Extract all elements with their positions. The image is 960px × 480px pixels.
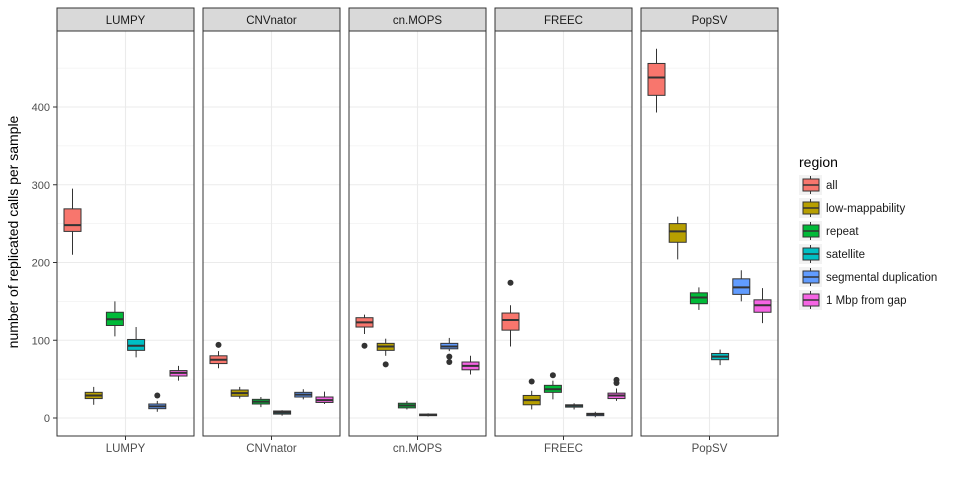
y-tick-label: 200 bbox=[32, 258, 50, 270]
box-low-mappability bbox=[668, 216, 687, 260]
legend-item-repeat: repeat bbox=[799, 221, 859, 241]
y-tick-label: 400 bbox=[32, 102, 50, 114]
box-satellite bbox=[419, 413, 438, 417]
box-satellite bbox=[711, 349, 730, 366]
facet-panel-cnvnator: CNVnator CNVnator bbox=[202, 7, 341, 455]
facet-strip-label: PopSV bbox=[692, 15, 728, 27]
y-axis: 0 100 200 300 400 bbox=[32, 102, 57, 425]
legend-label: low-mappability bbox=[826, 203, 906, 215]
panel-grid bbox=[349, 31, 486, 436]
box-repeat bbox=[543, 372, 562, 400]
legend-label: segmental duplication bbox=[826, 272, 937, 284]
outlier-point bbox=[154, 392, 161, 399]
facet-strip-label: CNVnator bbox=[246, 15, 297, 27]
y-tick-label: 0 bbox=[44, 413, 50, 425]
legend-item-1-mbp-from-gap: 1 Mbp from gap bbox=[799, 290, 907, 310]
legend: region all low-mappability repeat satellite… bbox=[799, 154, 937, 310]
facet-panel-cnmops: cn.MOPS cn.MOPS bbox=[348, 7, 487, 455]
y-tick-label: 300 bbox=[32, 180, 50, 192]
legend-item-low-mappability: low-mappability bbox=[799, 198, 906, 218]
box-satellite bbox=[565, 403, 584, 410]
box-1-mbp-from-gap bbox=[607, 376, 626, 401]
y-axis-label: number of replicated calls per sample bbox=[5, 115, 21, 348]
x-tick-label: cn.MOPS bbox=[393, 443, 443, 455]
outlier-point bbox=[382, 361, 389, 368]
box-repeat bbox=[105, 301, 124, 337]
x-tick-label: LUMPY bbox=[106, 443, 146, 455]
box-repeat bbox=[251, 397, 270, 408]
outlier-point bbox=[446, 353, 453, 360]
box-body bbox=[63, 208, 82, 232]
facet-strip-label: LUMPY bbox=[106, 15, 146, 27]
box-segmental-duplication bbox=[440, 337, 459, 366]
facet-panels: LUMPYLUMPYCNVnatorCNVnatorcn.MOPScn.MOPS… bbox=[56, 7, 779, 455]
box-segmental-duplication bbox=[732, 270, 751, 302]
legend-label: all bbox=[826, 180, 838, 192]
facet-panel-freec: FREEC FREEC bbox=[494, 7, 633, 455]
panel-grid bbox=[495, 31, 632, 436]
box-all bbox=[209, 341, 228, 369]
x-tick-label: PopSV bbox=[692, 443, 728, 455]
box-1-mbp-from-gap bbox=[315, 391, 334, 405]
box-satellite bbox=[127, 327, 146, 358]
outlier-point bbox=[549, 372, 556, 379]
box-1-mbp-from-gap bbox=[753, 288, 772, 324]
facet-panel-lumpy: LUMPY LUMPY bbox=[56, 7, 195, 455]
box-segmental-duplication bbox=[586, 411, 605, 418]
y-tick-label: 100 bbox=[32, 335, 50, 347]
panel-grid bbox=[641, 31, 778, 436]
panel-grid bbox=[203, 31, 340, 436]
outlier-point bbox=[613, 376, 620, 383]
box-satellite bbox=[273, 410, 292, 416]
outlier-point bbox=[215, 341, 222, 348]
box-all bbox=[501, 279, 520, 347]
legend-label: repeat bbox=[826, 226, 859, 238]
outlier-point bbox=[507, 279, 514, 286]
facet-strip-label: FREEC bbox=[544, 15, 583, 27]
box-low-mappability bbox=[376, 338, 395, 368]
legend-label: 1 Mbp from gap bbox=[826, 295, 907, 307]
x-tick-label: CNVnator bbox=[246, 443, 297, 455]
legend-label: satellite bbox=[826, 249, 865, 261]
x-tick-label: FREEC bbox=[544, 443, 583, 455]
box-repeat bbox=[397, 400, 416, 410]
box-body bbox=[668, 223, 687, 243]
legend-item-all: all bbox=[799, 175, 838, 195]
box-low-mappability bbox=[522, 378, 541, 410]
box-1-mbp-from-gap bbox=[461, 355, 480, 375]
box-low-mappability bbox=[230, 386, 249, 399]
outlier-point bbox=[446, 359, 453, 366]
box-repeat bbox=[689, 287, 708, 310]
box-low-mappability bbox=[84, 386, 103, 405]
box-segmental-duplication bbox=[148, 392, 167, 412]
legend-title: region bbox=[799, 154, 838, 170]
box-1-mbp-from-gap bbox=[169, 365, 188, 381]
box-all bbox=[355, 314, 374, 349]
legend-item-segmental-duplication: segmental duplication bbox=[799, 267, 937, 287]
box-all bbox=[647, 48, 666, 113]
outlier-point bbox=[528, 378, 535, 385]
facet-panel-popsv: PopSV PopSV bbox=[640, 7, 779, 455]
outlier-point bbox=[361, 342, 368, 349]
legend-item-satellite: satellite bbox=[799, 244, 865, 264]
box-body bbox=[501, 312, 520, 331]
box-body bbox=[647, 62, 666, 96]
facet-strip-label: cn.MOPS bbox=[393, 15, 443, 27]
box-segmental-duplication bbox=[294, 389, 313, 400]
box-all bbox=[63, 188, 82, 255]
